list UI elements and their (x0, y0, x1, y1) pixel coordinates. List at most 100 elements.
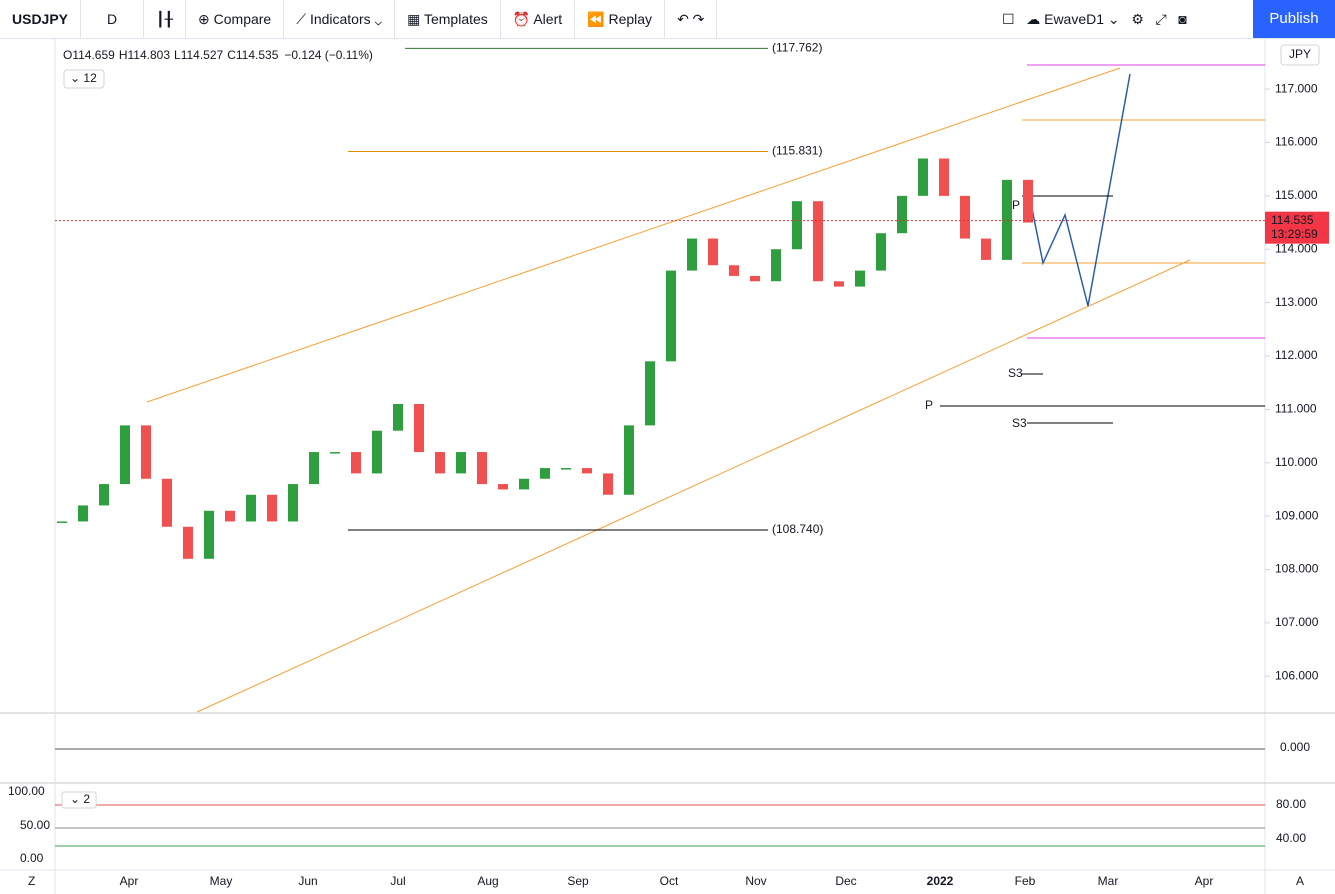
stoch-collapse[interactable] (61, 791, 97, 809)
ohlc-key: H (119, 48, 128, 62)
x-tick-label: Jun (298, 874, 317, 888)
currency-box[interactable] (1280, 44, 1320, 66)
candle (162, 478, 172, 527)
currency: JPY (1289, 47, 1311, 61)
candle (393, 404, 403, 431)
candle (960, 195, 970, 239)
x-tick-label: Jul (390, 874, 405, 888)
ohlc-key: L (174, 48, 181, 62)
y-tick-label: 108.000 (1275, 562, 1319, 576)
candle (519, 478, 529, 490)
interval[interactable]: D (81, 0, 145, 38)
candle (351, 452, 361, 474)
y-tick-label: 113.000 (1275, 295, 1318, 309)
undo[interactable]: ↶ ↷ (665, 0, 718, 38)
candle (246, 494, 256, 522)
candle (288, 484, 298, 522)
candle (981, 238, 991, 260)
candle (204, 510, 214, 559)
stoch-axis-label: 80.00 (1276, 797, 1306, 811)
candle (456, 452, 466, 474)
level-label: (117.762) (772, 41, 822, 55)
stoch-axis-label: 0.00 (20, 851, 44, 865)
candle (414, 404, 424, 453)
candle (834, 281, 844, 287)
layout[interactable]: ☐ ☁ EwaveD1 ⌄ ⚙ ⤢ ◙ (1002, 11, 1187, 27)
candle (561, 468, 571, 470)
pivot-label: S3 (1008, 366, 1023, 380)
pivot-label: P (925, 398, 933, 412)
candle (435, 452, 445, 474)
momentum-axis-label: 0.000 (1280, 740, 1310, 754)
footer-right[interactable]: A (1296, 874, 1304, 888)
y-tick-label: 110.000 (1275, 455, 1318, 469)
y-tick-label: 106.000 (1275, 668, 1319, 682)
candle (372, 430, 382, 474)
x-tick-label: May (210, 874, 233, 888)
candle (498, 484, 508, 490)
x-tick-label: Apr (120, 874, 139, 888)
indicators[interactable]: ⟋ Indicators ⌄ (284, 0, 396, 38)
symbol[interactable]: USDJPY (0, 0, 82, 38)
candle (708, 238, 718, 266)
ohlc-value: 114.803 (128, 48, 171, 62)
ohlc-legend: O114.659 H114.803 L114.527 C114.535 −0.124 (… (63, 48, 373, 62)
level-label: (108.740) (772, 522, 823, 536)
x-tick-label: Feb (1015, 874, 1036, 888)
templates[interactable]: ▦ Templates (395, 0, 501, 38)
wave-projection (1029, 73, 1131, 307)
replay[interactable]: ⏪ Replay (575, 0, 666, 38)
chart-style[interactable]: ┃╂ (144, 0, 187, 38)
toolbar: USDJPY D ┃╂ ⊕ Compare ⟋ Indicators ⌄ ▦ T… (0, 0, 1335, 39)
y-tick-label: 117.000 (1275, 81, 1318, 95)
ohlc-key: C (227, 48, 236, 62)
candle (729, 265, 739, 276)
candle (120, 425, 130, 485)
level-label: (115.831) (772, 144, 822, 158)
candle (1023, 179, 1033, 223)
candle (876, 233, 886, 271)
candle (267, 494, 277, 522)
candle (603, 473, 613, 495)
candle (309, 452, 319, 485)
candle (330, 452, 340, 454)
y-tick-label: 116.000 (1275, 135, 1318, 149)
x-tick-label: Mar (1098, 874, 1119, 888)
candle (813, 201, 823, 282)
compare[interactable]: ⊕ Compare (186, 0, 285, 38)
publish-button[interactable]: Publish (1253, 0, 1335, 38)
y-tick-label: 112.000 (1275, 348, 1318, 362)
x-tick-label: Apr (1195, 874, 1214, 888)
candle (1002, 179, 1012, 260)
pivot-label: P (1012, 198, 1020, 212)
candle (624, 425, 634, 495)
candle (687, 238, 697, 271)
candle (141, 425, 151, 479)
candle (750, 275, 760, 282)
x-tick-label: 2022 (927, 874, 954, 888)
candle (57, 521, 67, 523)
ohlc-value: 114.659 (72, 48, 115, 62)
y-tick-label: 107.000 (1275, 615, 1319, 629)
candle (99, 484, 109, 506)
candle (939, 158, 949, 196)
y-tick-label: 109.000 (1275, 508, 1319, 522)
ohlc-value: 114.527 (181, 48, 224, 62)
last-price-box (1265, 211, 1329, 244)
x-tick-label: Nov (745, 874, 766, 888)
study-toggle[interactable] (63, 69, 105, 89)
x-tick-label: Sep (567, 874, 589, 888)
channel-upper (146, 67, 1121, 403)
study-count: ⌄ 12 (70, 71, 97, 85)
candle (582, 468, 592, 474)
candle (792, 201, 802, 250)
channel-lower (196, 259, 1191, 713)
y-tick-label: 114.000 (1275, 241, 1318, 255)
alert[interactable]: ⏰ Alert (501, 0, 576, 38)
chart: JPY P S3 P S3 0.000 100.00 50.00 0.00 80… (0, 39, 1335, 894)
footer-left[interactable]: Z (28, 874, 35, 888)
candle (897, 195, 907, 234)
stoch-count: ⌄ 2 (70, 792, 90, 806)
x-tick-label: Dec (835, 874, 856, 888)
